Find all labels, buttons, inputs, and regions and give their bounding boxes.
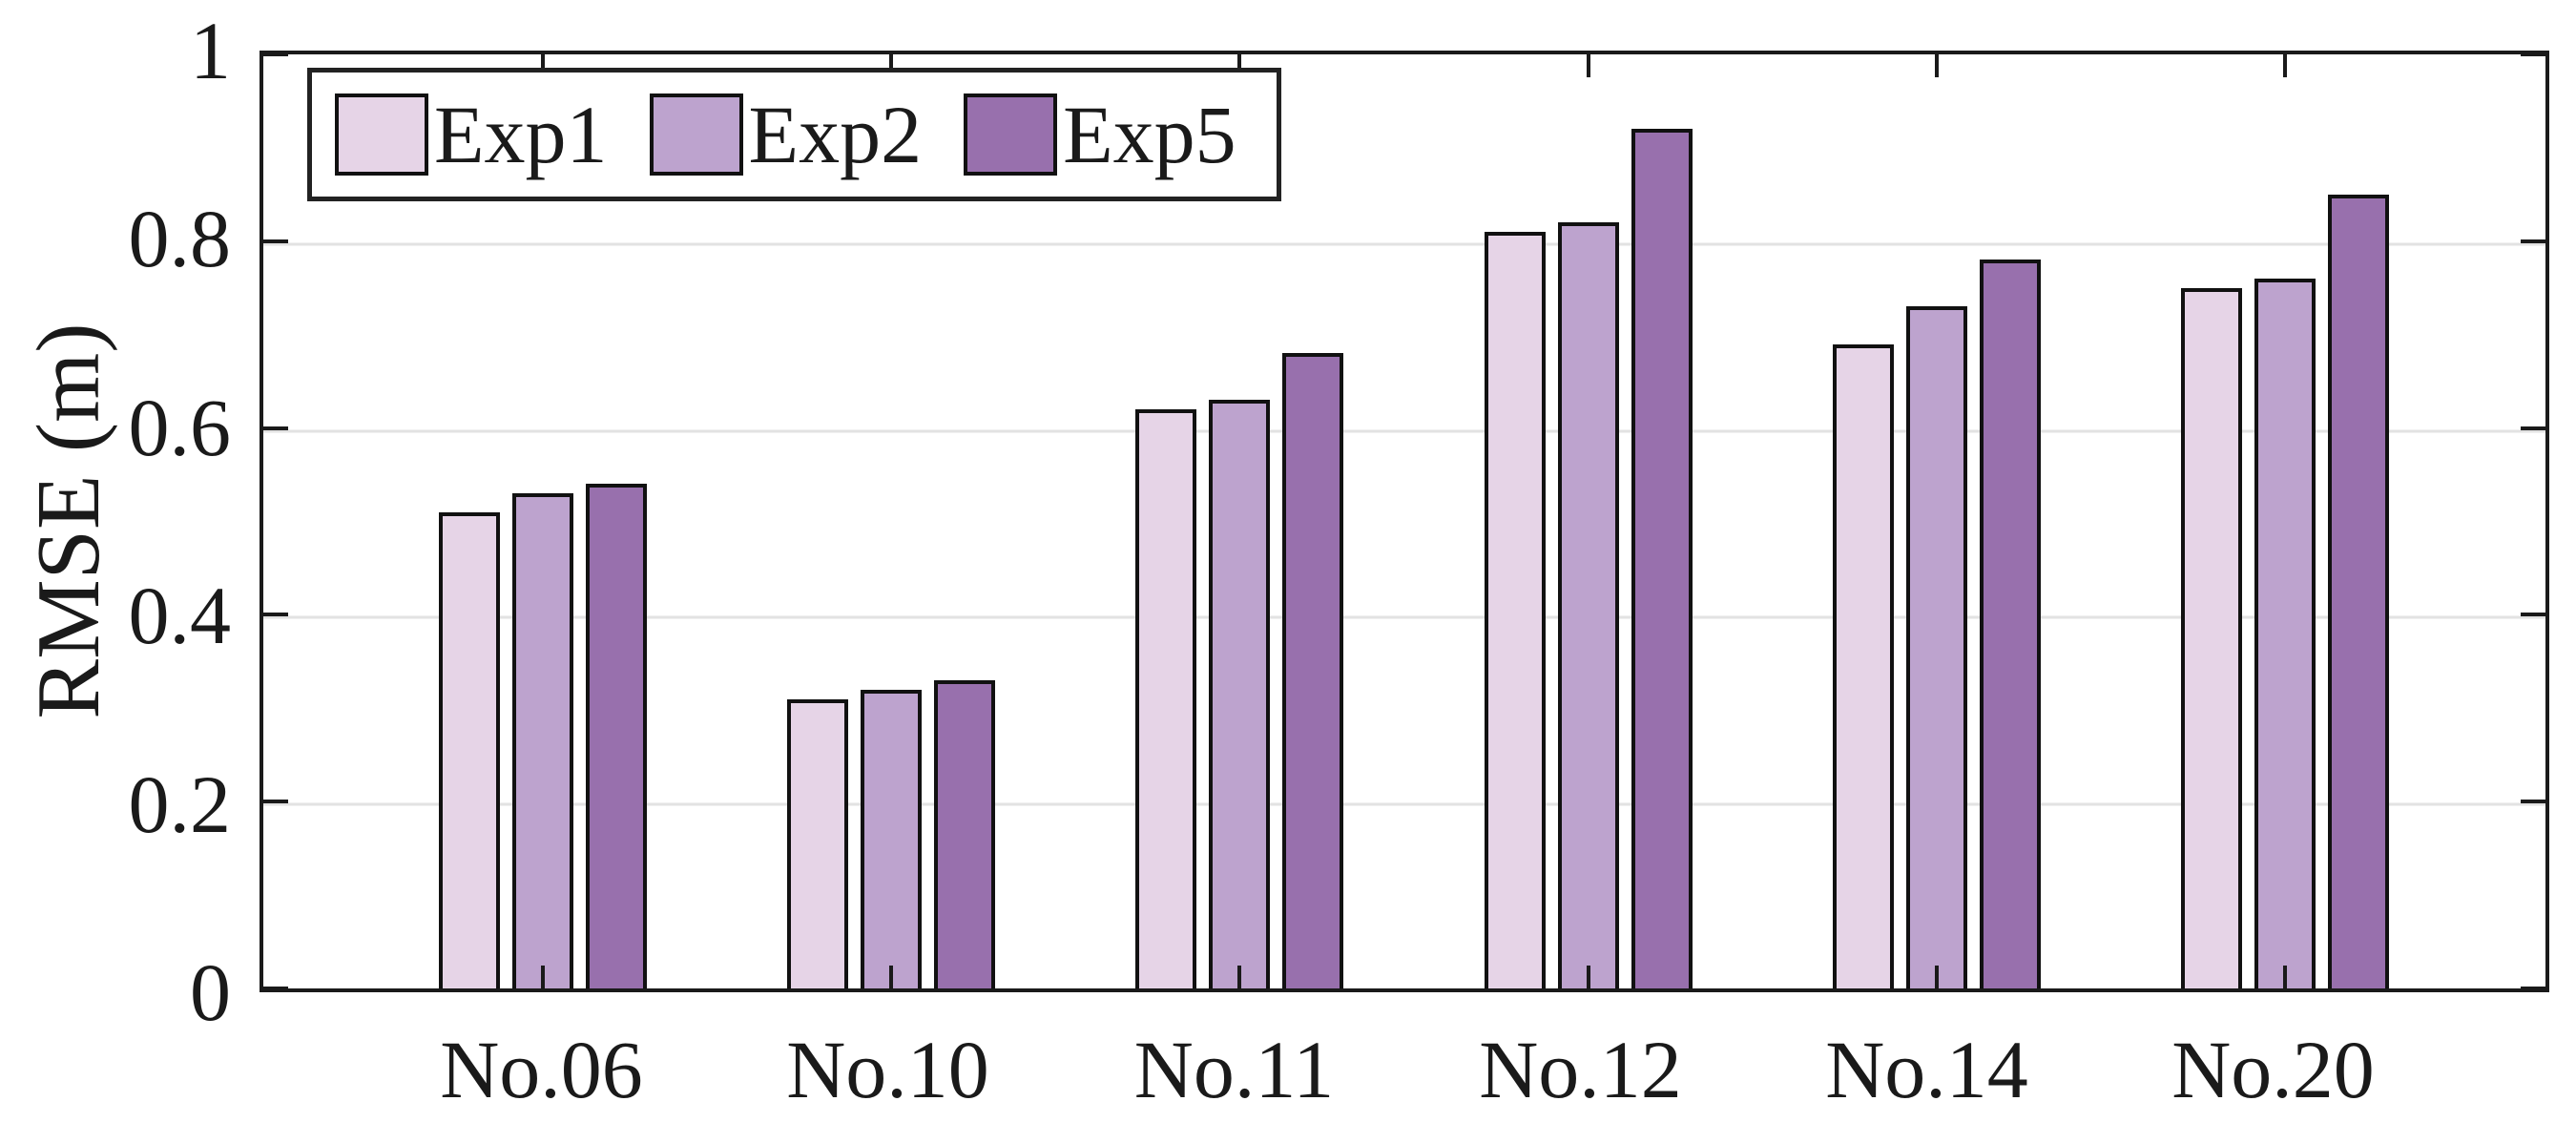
legend-item-exp1: Exp1 [335,94,608,176]
gridline-y-0.4 [263,615,2545,619]
bar-group-No.11 [1066,54,1414,988]
x-tick-top-No.11 [1237,54,1242,77]
x-tick-bottom-No.14 [1935,966,1939,988]
bar-No.20-Exp2 [2254,278,2316,988]
x-tick-label-No.11: No.11 [1133,1024,1335,1115]
plot-area: Exp1 Exp2 Exp5 [260,51,2549,992]
y-tick-right-0 [2521,987,2545,990]
x-tick-bottom-No.06 [540,966,545,988]
y-tick-left-0.8 [263,239,288,243]
bar-No.10-Exp5 [933,679,995,988]
x-tick-label-No.12: No.12 [1479,1024,1682,1115]
bar-group-No.20 [2111,54,2460,988]
x-tick-top-No.10 [889,54,893,77]
bar-No.14-Exp5 [1979,260,2041,988]
legend-label-exp2: Exp2 [748,89,923,180]
bar-No.11-Exp5 [1282,353,1344,988]
y-tick-label-0: 0 [190,946,231,1038]
gridline-y-0.2 [263,802,2545,806]
bar-group-No.12 [1414,54,1762,988]
gridline-y-0.6 [263,429,2545,433]
bar-group-No.10 [717,54,1065,988]
bar-No.20-Exp5 [2328,194,2390,988]
bar-No.20-Exp1 [2181,287,2243,988]
legend-swatch-exp5 [964,94,1058,176]
legend-swatch-exp2 [649,94,743,176]
x-tick-bottom-No.12 [1586,966,1590,988]
legend-swatch-exp1 [335,94,428,176]
y-tick-label-1: 1 [190,5,231,96]
x-tick-top-No.14 [1935,54,1939,77]
x-tick-top-No.12 [1586,54,1590,77]
y-tick-left-0.4 [263,613,288,617]
y-tick-left-1 [263,52,288,56]
y-tick-label-0.4: 0.4 [128,570,232,662]
legend-label-exp1: Exp1 [434,89,608,180]
bar-group-No.06 [368,54,717,988]
x-tick-bottom-No.20 [2283,966,2288,988]
bars-layer [368,54,2460,988]
bar-group-No.14 [1762,54,2110,988]
bar-No.10-Exp1 [786,698,848,988]
y-tick-label-0.2: 0.2 [128,758,232,850]
x-tick-label-No.20: No.20 [2171,1024,2375,1115]
bar-No.12-Exp5 [1631,129,1693,988]
y-tick-right-0.2 [2521,800,2545,804]
y-tick-label-0.6: 0.6 [128,381,232,473]
x-tick-label-No.10: No.10 [786,1024,989,1115]
bar-No.06-Exp2 [511,493,573,988]
y-tick-labels: 0 0.2 0.4 0.6 0.8 1 [0,10,240,1033]
y-tick-right-1 [2521,52,2545,56]
x-tick-top-No.20 [2283,54,2288,77]
bar-No.06-Exp1 [438,511,500,988]
legend-label-exp5: Exp5 [1063,89,1236,180]
gridline-y-0.8 [263,242,2545,246]
bar-No.06-Exp5 [585,484,647,988]
bar-No.11-Exp1 [1135,409,1197,988]
bar-No.12-Exp2 [1557,222,1619,988]
y-tick-left-0.2 [263,800,288,804]
x-tick-labels: No.06 No.10 No.11 No.12 No.14 No.20 [368,1029,2446,1133]
x-tick-label-No.06: No.06 [440,1024,643,1115]
legend: Exp1 Exp2 Exp5 [307,68,1281,201]
y-tick-left-0 [263,987,288,990]
x-tick-label-No.14: No.14 [1825,1024,2028,1115]
legend-item-exp5: Exp5 [964,94,1236,176]
bar-No.14-Exp2 [1905,306,1967,988]
y-tick-label-0.8: 0.8 [128,193,232,285]
x-tick-bottom-No.10 [889,966,893,988]
bar-No.14-Exp1 [1832,343,1894,988]
y-tick-left-0.6 [263,426,288,430]
y-tick-right-0.4 [2521,613,2545,617]
bar-No.10-Exp2 [860,689,922,988]
bar-No.12-Exp1 [1484,232,1546,988]
x-tick-top-No.06 [540,54,545,77]
y-tick-right-0.6 [2521,426,2545,430]
bar-No.11-Exp2 [1209,400,1271,988]
legend-item-exp2: Exp2 [649,89,923,180]
x-tick-bottom-No.11 [1237,966,1242,988]
y-tick-right-0.8 [2521,239,2545,243]
